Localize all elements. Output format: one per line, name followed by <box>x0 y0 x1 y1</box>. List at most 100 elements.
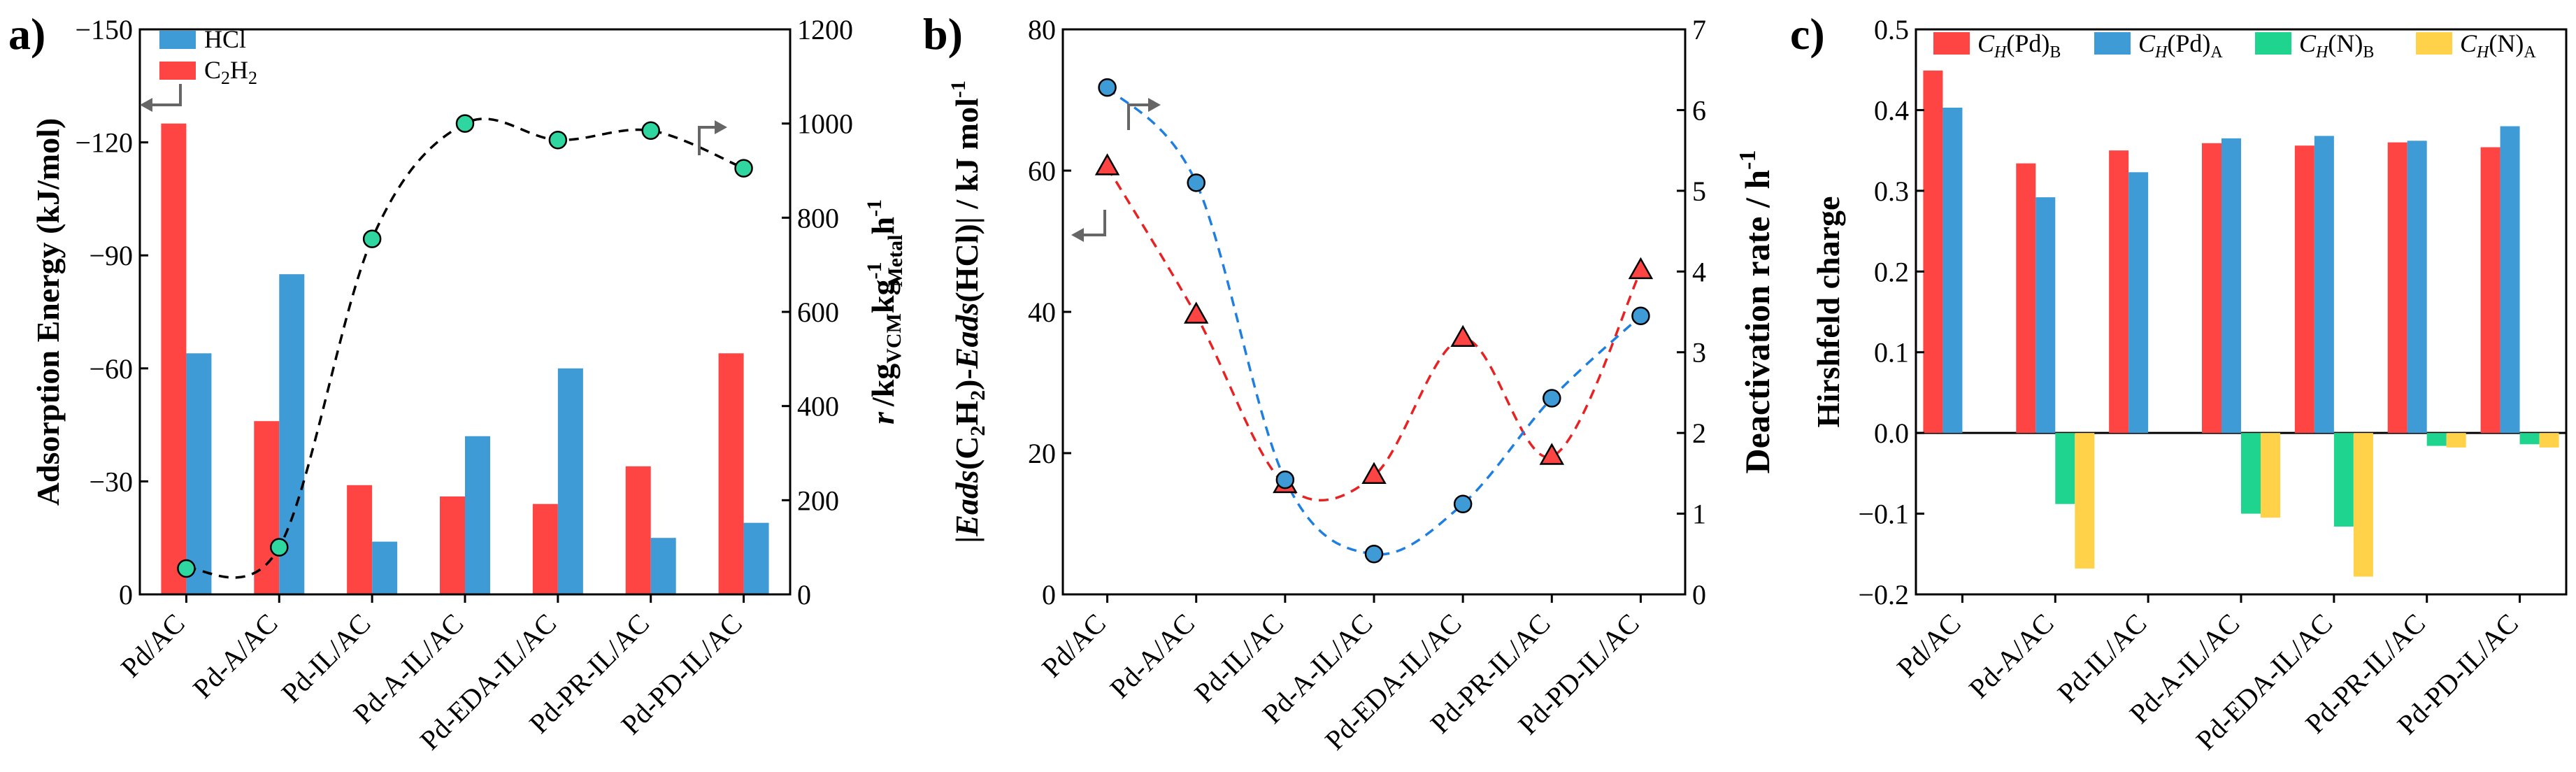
panel-c-bar-series-1 <box>2202 143 2221 434</box>
panel-c-bar-series-4 <box>2353 433 2373 577</box>
panel-a-legend-swatch-hcl <box>159 31 196 49</box>
panel-a-point-r <box>455 114 475 133</box>
panel-b-fit-curve-deactivation <box>1106 86 1642 556</box>
panel-c-bar-series-1 <box>2109 150 2129 434</box>
panel-b-point-eads <box>1628 257 1654 280</box>
panel-a-point-r <box>734 159 753 178</box>
panel-c-bar-series-2 <box>2035 197 2056 434</box>
panel-a-bar-hcl <box>372 541 398 594</box>
panel-c-bar-series-2 <box>1942 107 1963 434</box>
panel-c-bar-series-2 <box>2500 126 2520 434</box>
panel-a-y-tick-label: −60 <box>89 353 133 385</box>
panel-b-point-deactivation <box>1098 78 1117 97</box>
panel-c-y-tick-label: 0.2 <box>1874 256 1909 287</box>
panel-c-bar-series-3 <box>2426 433 2447 446</box>
panel-a-y2-tick-label: 400 <box>797 391 839 422</box>
panel-a-point-r <box>641 121 660 141</box>
panel-a-y2-axis-title: r/kgVCMkg-1Metalh-1 <box>863 199 907 424</box>
panel-b-y-axis-title: |Eads(C2H2)-Eads(HCl)| / kJ mol-1 <box>947 80 989 543</box>
panel-b-left-axis-arrow <box>1071 210 1106 242</box>
panel-c-y-tick-label: 0.5 <box>1874 14 1909 45</box>
panel-c-y-axis-title: Hirshfeld charge <box>1810 196 1846 428</box>
panel-c-frame <box>1915 28 2568 596</box>
panel-a-bar-hcl <box>650 538 676 594</box>
panel-b-y-tick-label: 60 <box>1028 155 1056 187</box>
panel-c: c) −0.2 −0.1 0.0 0.1 0.2 0.3 0.4 0.5 Pd/ACPd-A/… <box>1790 9 2568 756</box>
panel-c-legend-label-1: CH(Pd)B <box>1977 29 2061 62</box>
panel-c-bar-series-4 <box>2539 433 2559 448</box>
panel-b-y-tick-label: 0 <box>1042 579 1056 610</box>
panel-a-y2-tick-label: 0 <box>797 579 811 610</box>
panel-a-point-r <box>270 538 289 557</box>
panel-a-y2-tick-label: 800 <box>797 202 839 234</box>
panel-b-y2-ticks: 0 1 2 3 4 5 6 7 <box>1677 14 1706 610</box>
panel-a-x-label: Pd/AC <box>115 608 191 684</box>
panel-b-y-ticks: 0 20 40 60 80 <box>1028 14 1071 610</box>
panel-b-y-tick-label: 20 <box>1028 438 1056 469</box>
panel-c-bar-series-2 <box>2128 172 2149 434</box>
panel-a-y2-tick-label: 1000 <box>797 108 853 140</box>
panel-b-y2-tick-label: 3 <box>1692 337 1706 369</box>
panel-b-point-eads <box>1361 462 1387 484</box>
panel-b-point-eads <box>1183 301 1209 324</box>
panel-a-y-tick-label: −150 <box>75 14 133 45</box>
panel-a-y2-tick-label: 200 <box>797 485 839 516</box>
panel-c-bar-series-2 <box>2314 136 2334 434</box>
panel-c-x-label: Pd-A/AC <box>1963 608 2060 705</box>
panel-c-legend-swatch-1 <box>1933 32 1970 55</box>
panel-c-bar-series-1 <box>2294 145 2314 434</box>
panel-c-bar-series-2 <box>2221 138 2241 434</box>
panel-c-bar-series-3 <box>2055 433 2075 504</box>
panel-a-bar-c2h2 <box>254 421 280 594</box>
panel-c-legend-label-4: CH(N)A <box>2460 29 2536 62</box>
panel-c-y-tick-label: 0.0 <box>1874 417 1909 449</box>
panel-c-bar-series-1 <box>2387 142 2407 434</box>
panel-a-label: a) <box>8 9 45 59</box>
panel-b-right-axis-arrow <box>1127 98 1161 130</box>
panel-a-y-tick-label: −90 <box>89 240 133 271</box>
panel-a-x-labels: Pd/ACPd-A/ACPd-IL/ACPd-A-IL/ACPd-EDA-IL/… <box>115 608 748 757</box>
panel-c-bar-series-1 <box>2480 147 2500 434</box>
panel-c-plot-area <box>1916 70 2566 603</box>
panel-c-y-ticks: −0.2 −0.1 0.0 0.1 0.2 0.3 0.4 0.5 <box>1858 14 1924 610</box>
panel-b-y2-tick-label: 0 <box>1692 579 1706 610</box>
panel-b-point-eads <box>1094 153 1120 176</box>
panel-c-label: c) <box>1790 9 1825 59</box>
panel-c-y-tick-label: 0.4 <box>1874 94 1909 126</box>
panel-b-point-deactivation <box>1364 545 1384 564</box>
panel-a-right-axis-arrow <box>698 120 727 155</box>
panel-c-bar-series-3 <box>2333 433 2354 527</box>
panel-a-bar-hcl <box>557 368 583 594</box>
panel-a-bar-c2h2 <box>625 466 651 594</box>
panel-a-point-r <box>177 559 196 578</box>
panel-c-legend-label-2: CH(Pd)A <box>2138 29 2223 62</box>
panel-a-legend-swatch-c2h2 <box>159 62 196 80</box>
panel-a-plot-area <box>161 114 769 603</box>
panel-c-legend: CH(Pd)B CH(Pd)A CH(N)B CH(N)A <box>1933 29 2536 62</box>
panel-b-point-deactivation <box>1631 306 1650 326</box>
panel-a-y2-tick-label: 1200 <box>797 14 853 45</box>
panel-c-bar-series-4 <box>2261 433 2280 518</box>
panel-a-y2-tick-label: 600 <box>797 296 839 328</box>
panel-b-frame <box>1061 28 1687 596</box>
panel-c-bar-series-1 <box>2016 163 2036 434</box>
panel-c-bar-series-2 <box>2407 141 2427 434</box>
panel-c-legend-label-3: CH(N)B <box>2299 29 2374 62</box>
panel-b-y2-axis-title: Deactivation rate / h-1 <box>1735 150 1777 474</box>
panel-b-fit-curve-eads <box>1106 166 1642 502</box>
panel-b-y2-tick-label: 2 <box>1692 417 1706 449</box>
panel-c-legend-swatch-3 <box>2255 32 2291 55</box>
panel-a-point-r <box>548 130 568 150</box>
panel-a-legend-label-c2h2: C2H2 <box>204 56 257 88</box>
panel-a-x-label: Pd-A/AC <box>187 608 284 705</box>
panel-c-x-label: Pd/AC <box>1891 608 1967 684</box>
panel-b-point-deactivation <box>1453 494 1473 513</box>
panel-a-bar-c2h2 <box>532 503 558 594</box>
panel-b-plot-area <box>1094 78 1654 603</box>
panel-b-point-eads <box>1539 443 1565 465</box>
panel-a-bar-c2h2 <box>440 496 465 594</box>
panel-b-y2-tick-label: 7 <box>1692 14 1706 45</box>
panel-b-point-deactivation <box>1187 173 1205 192</box>
panel-c-bar-series-3 <box>2519 433 2540 445</box>
panel-b-y2-tick-label: 6 <box>1692 94 1706 126</box>
